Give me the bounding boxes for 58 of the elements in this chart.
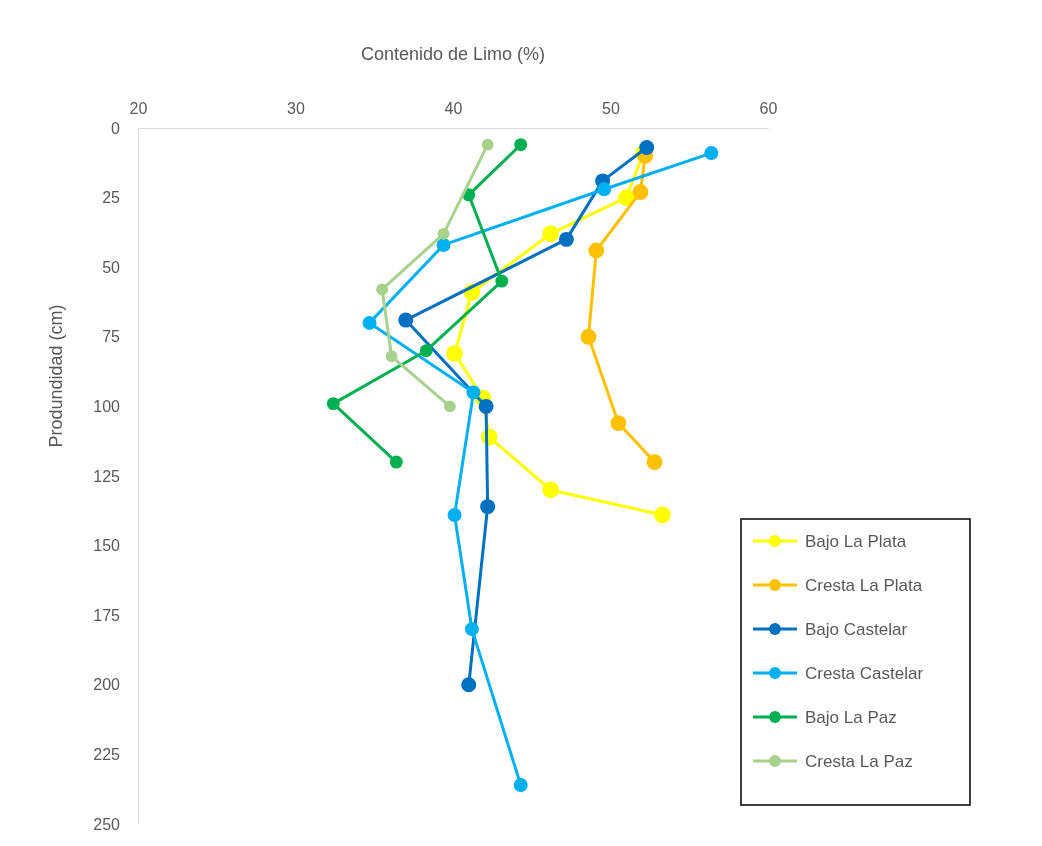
- y-axis-title: Produndidad (cm): [46, 304, 66, 448]
- point: [389, 455, 403, 469]
- point: [446, 345, 463, 362]
- legend-label: Bajo La Plata: [805, 531, 907, 551]
- point: [646, 454, 663, 470]
- point: [466, 385, 481, 400]
- point: [464, 622, 479, 637]
- y-tick-label: 150: [93, 537, 121, 555]
- legend-label: Cresta La Plata: [805, 575, 923, 595]
- point: [436, 237, 451, 252]
- point: [514, 138, 528, 152]
- point: [385, 350, 398, 363]
- y-tick-label: 125: [93, 467, 121, 485]
- x-tick-label: 50: [602, 100, 620, 117]
- point: [580, 328, 597, 345]
- point: [639, 140, 655, 155]
- legend-label: Cresta La Paz: [805, 751, 913, 771]
- y-tick-label: 250: [93, 815, 121, 833]
- point: [443, 400, 456, 413]
- point: [704, 146, 719, 161]
- point: [326, 397, 340, 411]
- point: [617, 189, 635, 206]
- x-axis-title: Contenido de Limo (%): [360, 44, 546, 64]
- y-tick-label: 200: [93, 676, 121, 694]
- point: [398, 312, 414, 328]
- point: [480, 499, 496, 515]
- point: [478, 398, 494, 414]
- point: [632, 184, 649, 200]
- point: [419, 344, 433, 358]
- point: [588, 242, 605, 259]
- x-tick-label: 30: [287, 100, 305, 117]
- y-tick-label: 0: [111, 119, 121, 137]
- point: [376, 283, 389, 296]
- point: [495, 274, 509, 288]
- point: [461, 677, 477, 693]
- point: [513, 778, 528, 793]
- point: [542, 481, 560, 499]
- y-tick-label: 175: [93, 606, 121, 624]
- y-tick-label: 75: [102, 328, 121, 346]
- point: [362, 315, 377, 330]
- legend-label: Bajo La Paz: [805, 707, 897, 727]
- point: [610, 415, 627, 432]
- point: [542, 225, 560, 243]
- x-tick-label: 20: [129, 100, 148, 117]
- y-tick-label: 225: [93, 746, 121, 764]
- x-tick-label: 40: [444, 100, 463, 117]
- y-tick-label: 100: [93, 398, 121, 416]
- y-tick-label: 50: [102, 258, 121, 276]
- legend-label: Bajo Castelar: [805, 619, 908, 639]
- y-tick-label: 25: [102, 189, 121, 207]
- point: [654, 506, 671, 524]
- point: [447, 507, 462, 522]
- point: [558, 231, 574, 247]
- point: [597, 182, 612, 197]
- point: [481, 138, 494, 151]
- legend-label: Cresta Castelar: [805, 663, 924, 683]
- x-tick-label: 60: [759, 100, 778, 117]
- point: [437, 227, 450, 240]
